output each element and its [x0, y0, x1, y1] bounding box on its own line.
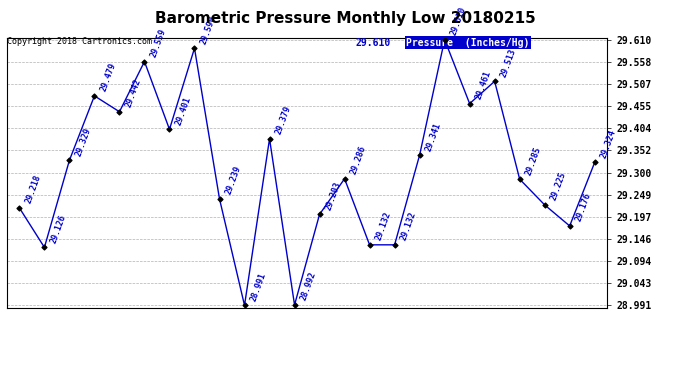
Text: 29.590: 29.590	[199, 14, 217, 45]
Point	[114, 109, 125, 115]
Text: 29.513: 29.513	[499, 47, 518, 78]
Point	[39, 244, 50, 250]
Text: 29.479: 29.479	[99, 62, 117, 93]
Point	[489, 78, 500, 84]
Point	[339, 176, 350, 182]
Text: 29.239: 29.239	[224, 165, 242, 196]
Point	[239, 302, 250, 308]
Text: 29.559: 29.559	[148, 27, 168, 59]
Text: 29.218: 29.218	[23, 174, 42, 205]
Text: 29.610: 29.610	[355, 38, 391, 48]
Text: 29.203: 29.203	[324, 180, 342, 212]
Text: Pressure  (Inches/Hg): Pressure (Inches/Hg)	[406, 38, 529, 48]
Text: 29.329: 29.329	[74, 126, 92, 158]
Point	[214, 196, 225, 202]
Point	[439, 37, 450, 43]
Text: 28.992: 28.992	[299, 271, 317, 302]
Text: 29.126: 29.126	[48, 213, 68, 244]
Point	[514, 176, 525, 182]
Point	[589, 159, 600, 165]
Point	[314, 211, 325, 217]
Text: Barometric Pressure Monthly Low 20180215: Barometric Pressure Monthly Low 20180215	[155, 11, 535, 26]
Text: 29.379: 29.379	[274, 105, 293, 136]
Text: 29.132: 29.132	[374, 211, 393, 242]
Point	[364, 242, 375, 248]
Text: 29.286: 29.286	[348, 145, 368, 176]
Text: 29.341: 29.341	[424, 121, 442, 152]
Text: 29.132: 29.132	[399, 211, 417, 242]
Text: 29.461: 29.461	[474, 69, 493, 101]
Point	[89, 93, 100, 99]
Text: 29.324: 29.324	[599, 128, 618, 160]
Text: 28.991: 28.991	[248, 271, 268, 303]
Text: 29.176: 29.176	[574, 192, 593, 223]
Point	[264, 136, 275, 142]
Text: 29.285: 29.285	[524, 145, 542, 176]
Text: 29.610: 29.610	[448, 6, 468, 37]
Point	[189, 45, 200, 51]
Point	[64, 157, 75, 163]
Text: 29.225: 29.225	[549, 171, 568, 202]
Point	[414, 152, 425, 158]
Point	[139, 58, 150, 64]
Point	[164, 126, 175, 132]
Point	[389, 242, 400, 248]
Point	[564, 223, 575, 229]
Point	[14, 205, 25, 211]
Point	[289, 302, 300, 308]
Point	[464, 100, 475, 106]
Text: Copyright 2018 Cartronics.com: Copyright 2018 Cartronics.com	[7, 38, 152, 46]
Text: 29.442: 29.442	[124, 78, 142, 109]
Text: 29.401: 29.401	[174, 95, 193, 127]
Point	[539, 202, 550, 208]
